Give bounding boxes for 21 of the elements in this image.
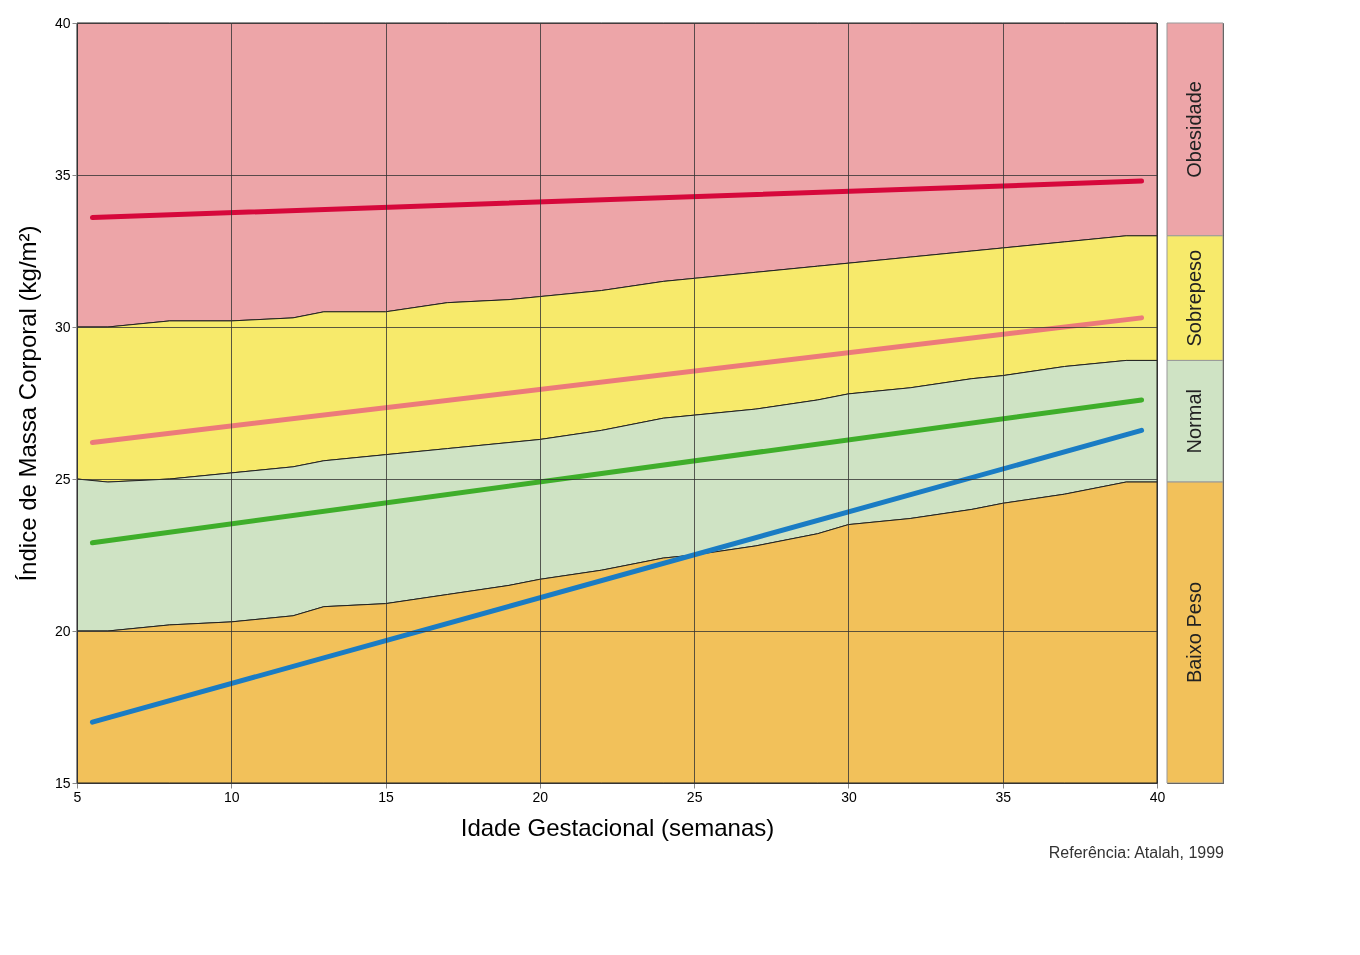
y-axis-title: Índice de Massa Corporal (kg/m²) (13, 225, 41, 582)
x-tick-label: 10 (224, 788, 240, 805)
x-tick-label: 25 (686, 788, 703, 805)
x-tick-label: 15 (378, 788, 395, 805)
x-tick-label: 40 (1149, 788, 1166, 805)
text: Baixo Peso (1183, 581, 1205, 684)
text: Normal (1183, 389, 1205, 454)
text: Sobrepeso (1183, 249, 1205, 347)
y-tick-label: 20 (54, 622, 71, 639)
y-tick-label: 25 (54, 470, 71, 487)
y-tick-label: 35 (54, 166, 71, 183)
y-tick-label: 15 (54, 774, 71, 791)
x-tick-label: 35 (995, 788, 1012, 805)
x-tick-label: 5 (73, 788, 82, 805)
text: Referência: Atalah, 1999 (1048, 843, 1225, 861)
y-tick-label: 30 (54, 318, 71, 335)
text: Obesidade (1183, 81, 1205, 178)
x-tick-label: 30 (841, 788, 857, 805)
x-axis-title: Idade Gestacional (semanas) (460, 813, 775, 841)
y-tick-label: 40 (54, 14, 71, 31)
x-tick-label: 20 (532, 788, 549, 805)
